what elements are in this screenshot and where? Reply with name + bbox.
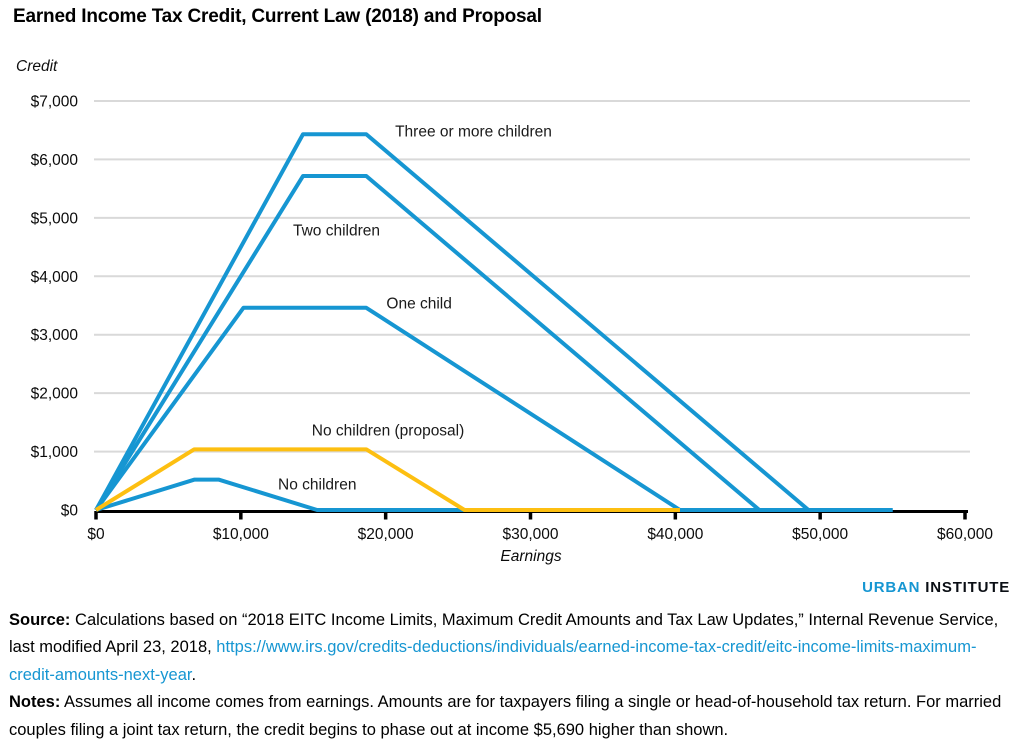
x-tick-label-50000: $50,000 [792, 526, 848, 543]
series-line-two-children [94, 174, 893, 512]
y-tick-label-1000: $1,000 [31, 444, 79, 461]
series-label-two-children: Two children [293, 223, 380, 240]
series-line-no-children [95, 477, 893, 512]
notes-text: Assumes all income comes from earnings. … [9, 693, 1002, 739]
logo-urban: URBAN [862, 579, 921, 596]
series-label-no-children: No children [278, 476, 356, 493]
x-axis-title: Earnings [500, 548, 561, 565]
notes: Notes: Assumes all income comes from ear… [9, 689, 1017, 744]
chart-title: Earned Income Tax Credit, Current Law (2… [13, 6, 542, 27]
series-line-three-or-more-children [94, 132, 893, 512]
y-tick-label-0: $0 [61, 503, 79, 520]
y-tick-label-7000: $7,000 [31, 94, 79, 111]
x-tick-label-0: $0 [87, 526, 105, 543]
notes-label: Notes: [9, 693, 61, 712]
eitc-line-chart: $0 $1,000 $2,000 $3,000 $4,000 $5,000 $6,000 $7… [31, 94, 994, 566]
source-suffix: . [191, 665, 197, 684]
y-tick-label-6000: $6,000 [31, 152, 79, 169]
y-tick-label-3000: $3,000 [31, 327, 79, 344]
logo-institute: INSTITUTE [925, 579, 1010, 596]
x-tick-label-10000: $10,000 [213, 526, 269, 543]
series-label-three-or-more-children: Three or more children [395, 124, 552, 141]
source-text: Calculations based on “2018 EITC Income … [9, 611, 999, 657]
y-axis-title: Credit [16, 58, 58, 75]
source-link[interactable]: https://www.irs.gov/credits-deductions/i… [9, 638, 977, 684]
x-tick-label-30000: $30,000 [502, 526, 558, 543]
source-note: Source: Calculations based on “2018 EITC… [9, 607, 1017, 689]
series-line-no-children-proposal [94, 447, 680, 512]
series-label-no-children-proposal: No children (proposal) [312, 422, 465, 439]
series-label-one-child: One child [386, 295, 451, 312]
x-tick-label-40000: $40,000 [647, 526, 703, 543]
series-line-one-child [94, 305, 893, 512]
x-tick-label-20000: $20,000 [358, 526, 414, 543]
y-tick-label-5000: $5,000 [31, 210, 79, 227]
footer-notes-block: Source: Calculations based on “2018 EITC… [9, 607, 1017, 744]
source-label: Source: [9, 611, 71, 629]
y-tick-label-2000: $2,000 [31, 386, 79, 403]
x-tick-label-60000: $60,000 [937, 526, 993, 543]
urban-institute-logo: URBAN INSTITUTE [862, 579, 1010, 596]
y-tick-label-4000: $4,000 [31, 269, 79, 286]
